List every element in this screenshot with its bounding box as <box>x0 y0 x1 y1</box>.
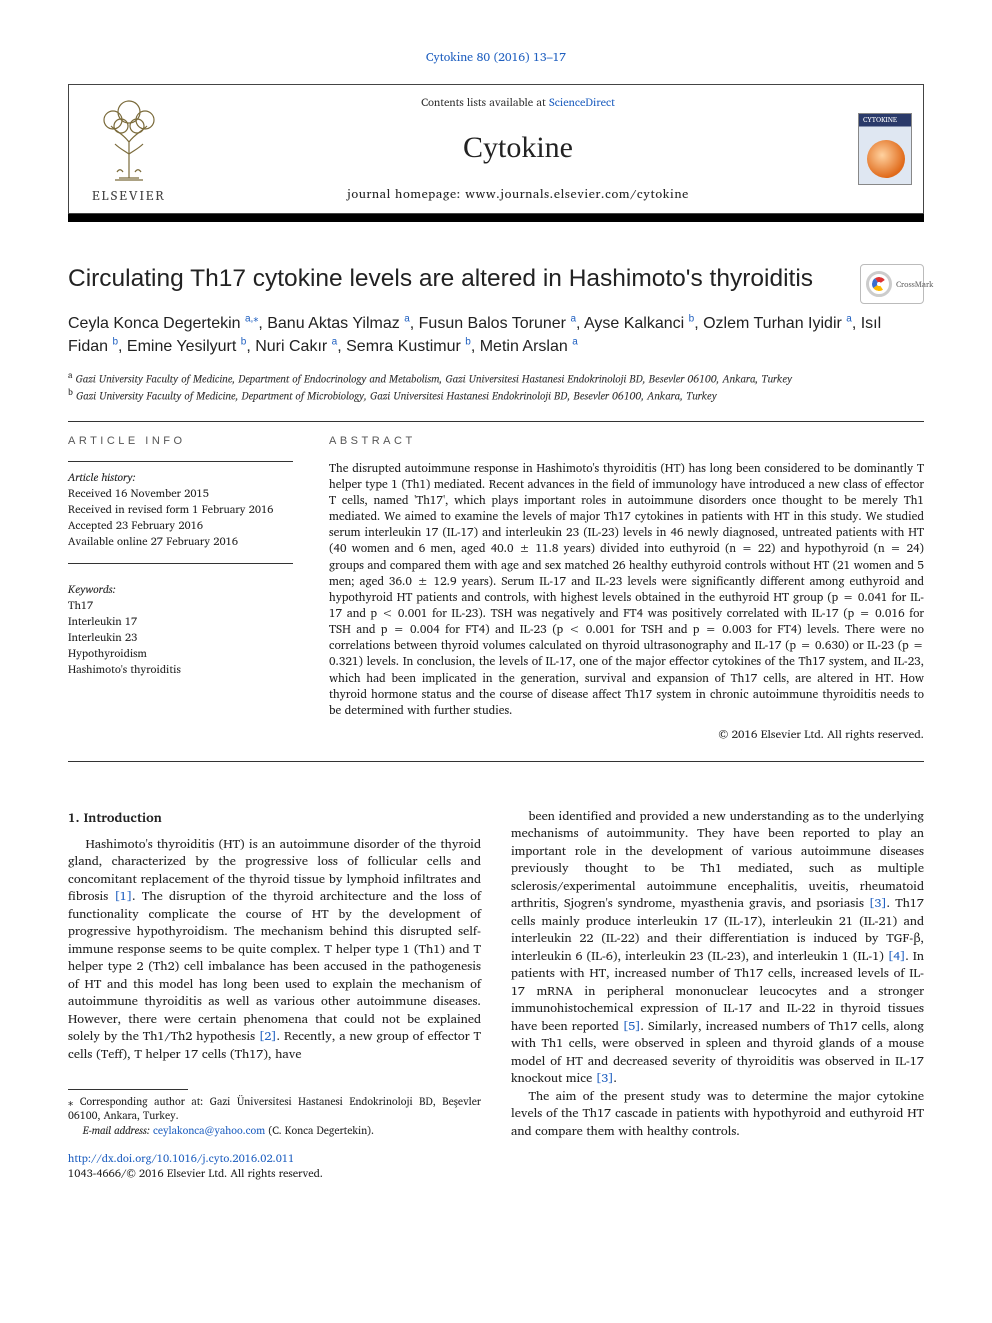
article-title: Circulating Th17 cytokine levels are alt… <box>68 264 846 293</box>
citation-link[interactable]: Cytokine 80 (2016) 13–17 <box>426 48 566 67</box>
publisher-name: ELSEVIER <box>92 187 166 205</box>
body-text: 1. Introduction Hashimoto's thyroiditis … <box>68 808 924 1182</box>
abstract-heading: abstract <box>329 434 924 449</box>
doi-block: http://dx.doi.org/10.1016/j.cyto.2016.02… <box>68 1151 481 1182</box>
ref-link-4[interactable]: [4] <box>888 946 906 966</box>
crossmark-badge[interactable]: CrossMark <box>860 264 924 304</box>
authors-list: Ceyla Konca Degertekin a,⁎, Banu Aktas Y… <box>68 312 924 358</box>
journal-homepage: journal homepage: www.journals.elsevier.… <box>189 186 847 203</box>
history-online: Available online 27 February 2016 <box>68 534 293 550</box>
article-info-heading: article info <box>68 434 293 449</box>
intro-p3: The aim of the present study was to dete… <box>511 1088 924 1141</box>
journal-cover-thumb <box>858 113 912 185</box>
ref-link-1[interactable]: [1] <box>115 886 133 906</box>
affiliations: a Gazi University Faculty of Medicine, D… <box>68 369 924 403</box>
corr-email-link[interactable]: ceylakonca@yahoo.com <box>153 1121 265 1139</box>
intro-p2: been identified and provided a new under… <box>511 808 924 1088</box>
journal-banner: ELSEVIER Contents lists available at Sci… <box>68 84 924 214</box>
crossmark-label: CrossMark <box>896 279 933 290</box>
ref-link-5[interactable]: [5] <box>623 1016 641 1036</box>
footnote-rule <box>68 1089 188 1090</box>
journal-name: Cytokine <box>189 128 847 169</box>
affiliation-b: Gazi University Facuılty of Medicine, De… <box>76 386 717 404</box>
citation-line: Cytokine 80 (2016) 13–17 <box>68 50 924 66</box>
abstract-block: abstract The disrupted autoimmune respon… <box>329 434 924 743</box>
keywords-list: Th17Interleukin 17Interleukin 23Hypothyr… <box>68 598 293 678</box>
keywords-label: Keywords: <box>68 582 293 598</box>
banner-rule <box>68 214 924 222</box>
affiliation-a: Gazi University Faculty of Medicine, Dep… <box>76 369 793 387</box>
article-info-block: article info Article history: Received 1… <box>68 434 293 743</box>
section-rule <box>68 421 924 422</box>
intro-heading: 1. Introduction <box>68 808 481 826</box>
abstract-text: The disrupted autoimmune response in Has… <box>329 461 924 719</box>
corresponding-footnote: ⁎ Corresponding author at: Gazi Üniversi… <box>68 1094 481 1137</box>
contents-line: Contents lists available at ScienceDirec… <box>189 95 847 110</box>
sciencedirect-link[interactable]: ScienceDirect <box>549 93 615 111</box>
section-rule <box>68 761 924 762</box>
ref-link-3[interactable]: [3] <box>869 893 887 913</box>
ref-link-2[interactable]: [2] <box>259 1026 277 1046</box>
abstract-copyright: © 2016 Elsevier Ltd. All rights reserved… <box>329 727 924 743</box>
crossmark-icon <box>866 271 892 297</box>
elsevier-tree-icon <box>93 94 165 182</box>
intro-p1: Hashimoto's thyroiditis (HT) is an autoi… <box>68 836 481 1064</box>
issn-line: 1043-4666/© 2016 Elsevier Ltd. All right… <box>68 1164 323 1182</box>
corr-marker[interactable]: ⁎ <box>253 314 258 325</box>
journal-homepage-url[interactable]: www.journals.elsevier.com/cytokine <box>465 184 689 204</box>
